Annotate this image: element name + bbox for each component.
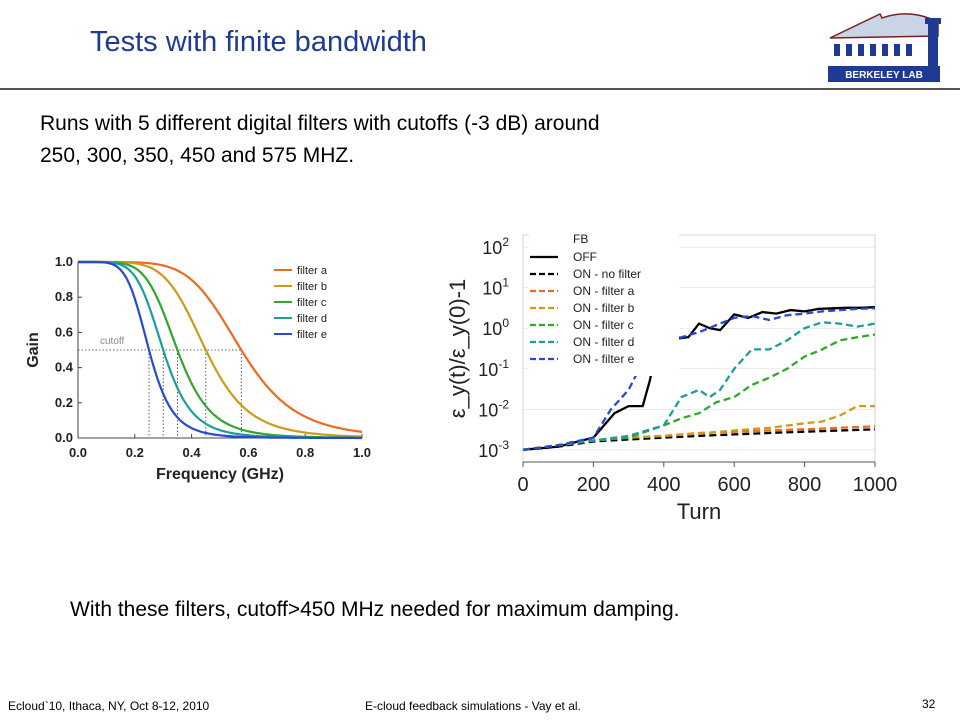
x-tick-label: 1000	[853, 474, 898, 496]
legend-label: ON - filter e	[573, 352, 635, 366]
x-tick-label: 800	[788, 474, 821, 496]
y-tick-label: 0.6	[55, 324, 73, 339]
x-tick-label: 0.6	[239, 445, 257, 460]
berkeley-lab-logo: BERKELEY LAB	[828, 13, 941, 82]
legend-label: ON - filter b	[573, 301, 635, 315]
logo-text: BERKELEY LAB	[845, 70, 923, 81]
cutoff-label: cutoff	[100, 336, 124, 347]
y-tick-label: 10-1	[478, 357, 509, 380]
x-tick-label: 400	[647, 474, 680, 496]
intro-line-2: 250, 300, 350, 450 and 575 MHZ.	[40, 144, 355, 167]
y-tick-label: 0.4	[55, 360, 74, 375]
series-line-on---filter-e	[522, 307, 876, 451]
series-line-off	[522, 306, 876, 451]
legend-label: filter c	[297, 297, 327, 309]
legend-background	[529, 231, 679, 376]
x-tick-label: 600	[718, 474, 751, 496]
legend-label: filter d	[297, 313, 327, 325]
emittance-growth-chart: 0 200 400 600 800 1000 102 101 100 10-1 10-2 10-3 Tu…	[445, 231, 898, 520]
x-tick-label: 0.4	[183, 445, 202, 460]
legend-label: ON - filter c	[573, 318, 634, 332]
x-tick-label: 0.0	[69, 445, 87, 460]
series-line-filter-b	[78, 260, 363, 438]
y-tick-label: 0.8	[55, 289, 73, 304]
slide-title: Tests with finite bandwidth	[90, 26, 427, 58]
legend-label: OFF	[573, 250, 597, 264]
series-line-filter-e	[78, 260, 362, 440]
series-line-on---filter-d	[522, 321, 876, 451]
y-tick-label: 10-3	[478, 438, 509, 461]
page-number: 32	[922, 697, 936, 711]
y-tick-label: 1.0	[55, 254, 73, 269]
conclusion-text: With these filters, cutoff>450 MHz neede…	[70, 598, 680, 621]
legend-label: filter b	[297, 281, 327, 293]
legend-label: filter e	[297, 329, 327, 341]
legend-label: filter a	[297, 265, 328, 277]
x-tick-label: 0.8	[296, 445, 314, 460]
y-tick-label: 0.0	[55, 430, 73, 445]
legend-label: ON - no filter	[573, 267, 641, 281]
x-axis-label: Frequency (GHz)	[156, 466, 284, 483]
legend-label: ON - filter d	[573, 335, 634, 349]
intro-text: Runs with 5 different digital filters wi…	[40, 108, 800, 172]
y-axis-label: Gain	[25, 332, 42, 368]
title-divider	[0, 88, 960, 90]
legend-label: ON - filter a	[573, 284, 635, 298]
y-tick-label: 0.2	[55, 395, 73, 410]
y-tick-label: 102	[482, 235, 509, 258]
y-tick-label: 100	[482, 316, 509, 339]
x-tick-label: 1.0	[353, 445, 371, 460]
footer-conference: Ecloud`10, Ithaca, NY, Oct 8-12, 2010	[8, 699, 210, 713]
legend-title: FB	[573, 232, 588, 246]
footer-presentation-title: E-cloud feedback simulations - Vay et al…	[365, 699, 581, 713]
x-axis-label: Turn	[677, 499, 721, 520]
x-tick-label: 200	[577, 474, 610, 496]
y-tick-label: 101	[482, 276, 509, 299]
x-tick-label: 0	[517, 474, 528, 496]
y-tick-label: 10-2	[478, 397, 509, 420]
x-tick-label: 0.2	[126, 445, 144, 460]
y-axis-label: ε_y(t)/ε_y(0)-1	[445, 279, 470, 418]
filter-gain-chart: 0.0 0.2 0.4 0.6 0.8 1.0 0.0 0.2 0.4 0.6 0.8 1.0 Freq…	[25, 254, 371, 483]
intro-line-1: Runs with 5 different digital filters wi…	[40, 112, 600, 135]
